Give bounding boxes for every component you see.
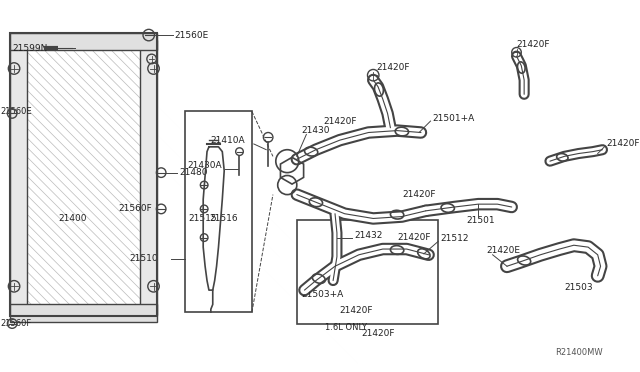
Text: 21515: 21515 (188, 214, 216, 223)
Text: 21420F: 21420F (362, 328, 396, 338)
Bar (140, 40, 157, 315)
Text: 21420F: 21420F (340, 306, 373, 315)
Text: 21420E: 21420E (486, 247, 520, 256)
Text: 1.6L ONLY: 1.6L ONLY (326, 323, 367, 332)
Text: 21420F: 21420F (516, 40, 550, 49)
Text: 21410A: 21410A (211, 136, 246, 145)
Text: 21503: 21503 (564, 283, 593, 292)
Text: 21420F: 21420F (397, 233, 431, 242)
Bar (10, 40, 28, 315)
Text: 21480: 21480 (179, 168, 208, 177)
Text: 21432: 21432 (354, 231, 383, 240)
Text: 21420F: 21420F (376, 63, 410, 72)
Text: 21501+A: 21501+A (433, 114, 475, 123)
Text: 21516: 21516 (209, 214, 237, 223)
Bar (10, 33, 157, 50)
Text: 21420F: 21420F (606, 140, 640, 148)
Bar (18, 45, 150, 310)
Text: 21560F: 21560F (1, 319, 32, 328)
Bar (297, 220, 438, 324)
Text: 21560F: 21560F (118, 205, 152, 214)
Text: 21430A: 21430A (187, 161, 221, 170)
Text: 21501: 21501 (467, 216, 495, 225)
Text: 21599N: 21599N (12, 44, 47, 53)
Text: 21430: 21430 (301, 126, 330, 135)
Bar (10, 304, 157, 322)
Text: 21560E: 21560E (1, 107, 32, 116)
Text: 21420F: 21420F (402, 190, 435, 199)
Text: 21400: 21400 (58, 214, 86, 223)
Text: 21420F: 21420F (324, 116, 357, 125)
Text: 21510: 21510 (130, 254, 158, 263)
Text: 21512: 21512 (440, 234, 468, 243)
Text: R21400MW: R21400MW (555, 348, 602, 357)
Bar (185, 112, 252, 312)
Bar (10, 33, 157, 316)
Text: 21560E: 21560E (175, 31, 209, 39)
Text: 21503+A: 21503+A (301, 291, 344, 299)
